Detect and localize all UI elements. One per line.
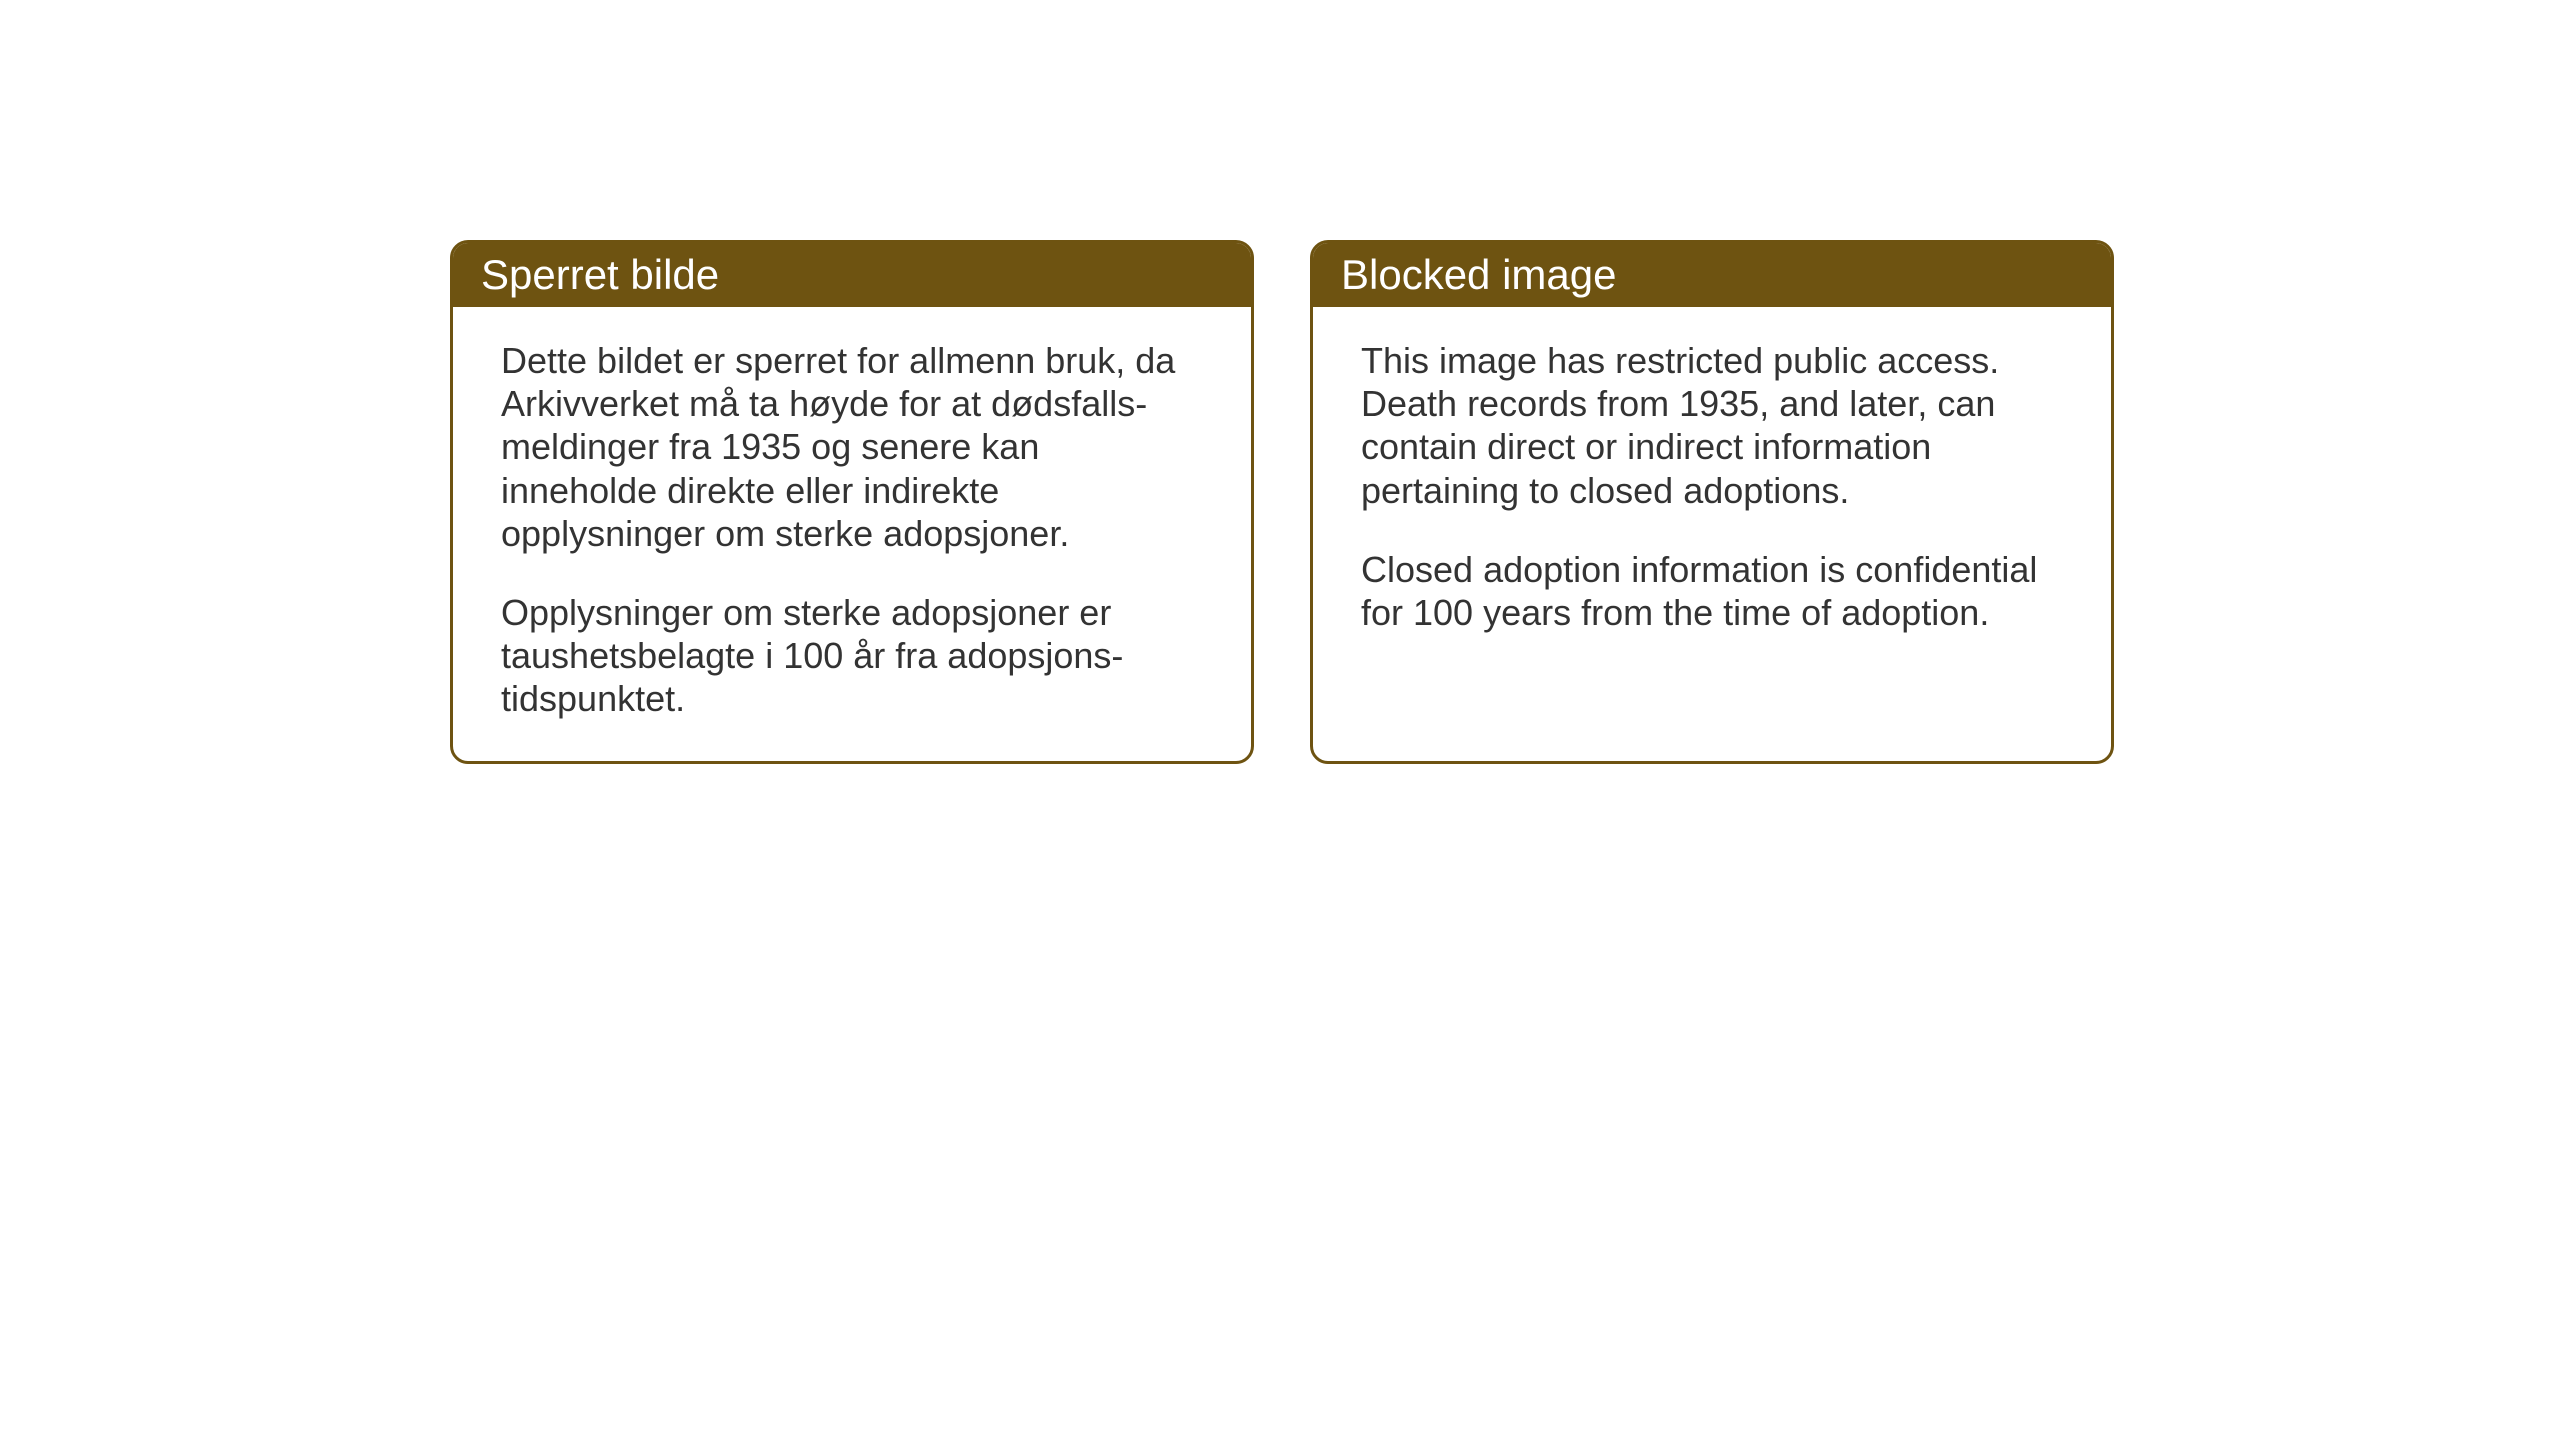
card-body-english: This image has restricted public access.… (1313, 307, 2111, 674)
card-title-english: Blocked image (1313, 243, 2111, 307)
cards-container: Sperret bilde Dette bildet er sperret fo… (450, 240, 2114, 764)
card-paragraph-1: Dette bildet er sperret for allmenn bruk… (501, 339, 1203, 555)
card-english: Blocked image This image has restricted … (1310, 240, 2114, 764)
card-norwegian: Sperret bilde Dette bildet er sperret fo… (450, 240, 1254, 764)
card-paragraph-2: Opplysninger om sterke adopsjoner er tau… (501, 591, 1203, 721)
card-title-norwegian: Sperret bilde (453, 243, 1251, 307)
card-paragraph-2: Closed adoption information is confident… (1361, 548, 2063, 634)
card-paragraph-1: This image has restricted public access.… (1361, 339, 2063, 512)
card-body-norwegian: Dette bildet er sperret for allmenn bruk… (453, 307, 1251, 761)
